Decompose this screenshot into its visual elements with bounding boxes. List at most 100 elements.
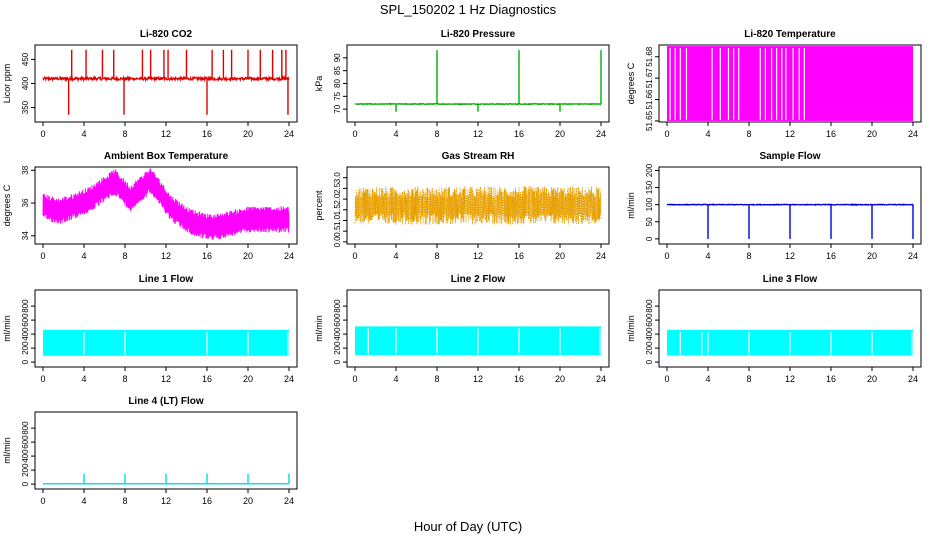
y-tick-label: 200 bbox=[645, 341, 654, 355]
y-tick-label: 800 bbox=[21, 421, 30, 435]
x-tick-label: 0 bbox=[664, 374, 669, 384]
x-tick-label: 20 bbox=[867, 374, 877, 384]
y-tick-label: 51.68 bbox=[645, 46, 654, 67]
y-tick-label: 51.67 bbox=[645, 68, 654, 89]
panel-6: Sample Flow ml/min 0 4 8 12 16 20 24 0 50 100 150 200 bbox=[626, 151, 922, 261]
y-tick-label: 90 bbox=[333, 53, 342, 62]
x-tick-label: 12 bbox=[161, 251, 171, 261]
y-tick-label: 0 bbox=[645, 236, 654, 241]
x-tick-label: 12 bbox=[785, 374, 795, 384]
x-tick-label: 4 bbox=[393, 374, 398, 384]
panel-title: Li-820 Temperature bbox=[744, 29, 836, 40]
x-tick-label: 24 bbox=[908, 129, 918, 139]
panel-1: Li-820 CO2 Licor ppm 0 4 8 12 16 20 24 350 400 450 bbox=[2, 29, 298, 139]
y-tick-label: 800 bbox=[645, 299, 654, 313]
y-tick-label: 2.5 bbox=[333, 182, 342, 194]
x-tick-label: 20 bbox=[243, 129, 253, 139]
x-tick-label: 16 bbox=[826, 251, 836, 261]
x-tick-label: 12 bbox=[161, 374, 171, 384]
y-tick-label: 0 bbox=[333, 359, 342, 364]
x-tick-label: 8 bbox=[434, 251, 439, 261]
x-tick-label: 8 bbox=[434, 374, 439, 384]
y-tick-label: 600 bbox=[333, 313, 342, 327]
panel-9: Line 3 Flow ml/min 0 4 8 12 16 20 24 0 20040060080… bbox=[626, 274, 922, 384]
data-band bbox=[43, 329, 289, 356]
x-tick-label: 0 bbox=[40, 129, 45, 139]
x-tick-label: 16 bbox=[202, 129, 212, 139]
x-tick-label: 0 bbox=[40, 496, 45, 506]
y-tick-label: 200 bbox=[645, 163, 654, 177]
panel-title: Line 2 Flow bbox=[451, 274, 506, 285]
x-tick-label: 20 bbox=[867, 251, 877, 261]
x-tick-label: 20 bbox=[555, 129, 565, 139]
series-line bbox=[42, 168, 290, 241]
x-tick-label: 0 bbox=[40, 374, 45, 384]
x-tick-label: 0 bbox=[40, 251, 45, 261]
x-tick-label: 12 bbox=[785, 129, 795, 139]
x-tick-label: 16 bbox=[514, 251, 524, 261]
x-tick-label: 0 bbox=[664, 129, 669, 139]
y-tick-label: 0.0 bbox=[333, 236, 342, 248]
y-tick-label: 3.0 bbox=[333, 172, 342, 184]
y-tick-label: 75 bbox=[333, 91, 342, 100]
y-tick-label: 0 bbox=[645, 359, 654, 364]
x-tick-label: 8 bbox=[122, 374, 127, 384]
y-axis-label: ml/min bbox=[626, 315, 636, 342]
x-tick-label: 4 bbox=[81, 129, 86, 139]
x-tick-label: 24 bbox=[284, 129, 294, 139]
x-axis-label: Hour of Day (UTC) bbox=[413, 519, 523, 534]
x-tick-label: 4 bbox=[81, 374, 86, 384]
x-tick-label: 24 bbox=[284, 251, 294, 261]
x-tick-label: 20 bbox=[243, 251, 253, 261]
y-tick-label: 400 bbox=[21, 449, 30, 463]
plot-frame bbox=[658, 289, 922, 368]
x-tick-label: 8 bbox=[746, 251, 751, 261]
x-tick-label: 20 bbox=[867, 129, 877, 139]
panel-3: Li-820 Temperature degrees C 0 4 8 12 16 20 24 51… bbox=[626, 29, 922, 139]
y-tick-label: 1.5 bbox=[333, 204, 342, 216]
x-tick-label: 24 bbox=[596, 374, 606, 384]
x-tick-label: 16 bbox=[202, 374, 212, 384]
x-tick-label: 24 bbox=[284, 496, 294, 506]
y-tick-label: 36 bbox=[21, 198, 30, 207]
x-tick-label: 0 bbox=[664, 251, 669, 261]
y-tick-label: 200 bbox=[333, 341, 342, 355]
y-tick-label: 70 bbox=[333, 104, 342, 113]
x-tick-label: 12 bbox=[473, 129, 483, 139]
panel-5: Gas Stream RH percent 0 4 8 12 16 20 24 0.00.51.0… bbox=[314, 151, 610, 261]
y-axis-label: kPa bbox=[314, 76, 324, 92]
figure-title: SPL_150202 1 Hz Diagnostics bbox=[379, 2, 557, 17]
x-tick-label: 12 bbox=[161, 496, 171, 506]
x-tick-label: 12 bbox=[785, 251, 795, 261]
x-tick-label: 8 bbox=[434, 129, 439, 139]
x-tick-label: 4 bbox=[705, 251, 710, 261]
y-tick-label: 85 bbox=[333, 66, 342, 75]
x-tick-label: 4 bbox=[81, 251, 86, 261]
y-tick-label: 38 bbox=[21, 165, 30, 174]
x-tick-label: 0 bbox=[352, 374, 357, 384]
x-tick-label: 8 bbox=[746, 129, 751, 139]
data-band bbox=[667, 46, 913, 121]
x-tick-label: 4 bbox=[705, 129, 710, 139]
x-tick-label: 12 bbox=[473, 374, 483, 384]
x-tick-label: 20 bbox=[243, 374, 253, 384]
y-tick-label: 600 bbox=[21, 313, 30, 327]
x-tick-label: 0 bbox=[352, 251, 357, 261]
x-tick-label: 8 bbox=[122, 251, 127, 261]
panel-2: Li-820 Pressure kPa 0 4 8 12 16 20 24 70 75 80 85 90 bbox=[314, 29, 610, 139]
y-tick-label: 450 bbox=[21, 52, 30, 66]
panel-title: Ambient Box Temperature bbox=[104, 151, 229, 162]
y-tick-label: 34 bbox=[21, 231, 30, 240]
panel-title: Gas Stream RH bbox=[442, 151, 515, 162]
y-tick-label: 600 bbox=[645, 313, 654, 327]
panel-4: Ambient Box Temperature degrees C 0 4 8 12 16 2… bbox=[2, 151, 298, 261]
x-tick-label: 12 bbox=[473, 251, 483, 261]
x-tick-label: 20 bbox=[555, 251, 565, 261]
x-tick-label: 0 bbox=[352, 129, 357, 139]
y-tick-label: 400 bbox=[645, 327, 654, 341]
y-tick-label: 51.65 bbox=[645, 110, 654, 131]
panel-title: Li-820 Pressure bbox=[441, 29, 516, 40]
y-tick-label: 800 bbox=[21, 299, 30, 313]
series-line bbox=[42, 74, 290, 83]
